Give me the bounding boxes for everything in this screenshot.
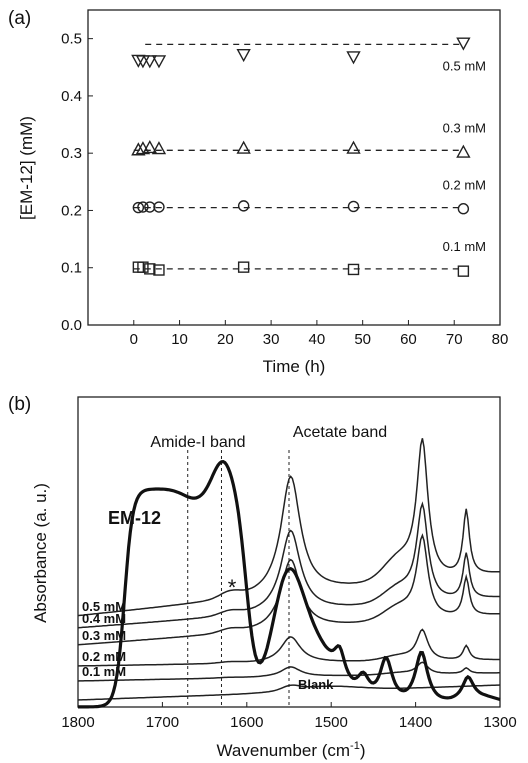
y-tick-label: 0.4 <box>61 88 82 105</box>
point-square <box>457 265 470 277</box>
x-tick-label: 30 <box>263 331 280 348</box>
x-tick-label: 1400 <box>399 714 432 731</box>
point-square <box>153 264 165 276</box>
panel-b-series-labels: 0.5 mM0.4 mM 0.3 mM 0.2 mM0.1 mM Blank EM-12 <box>82 508 334 692</box>
point-triangle-down <box>142 55 157 69</box>
panel-a-x-axis-label: Time (h) <box>263 357 326 376</box>
panel-b-frame <box>77 396 501 708</box>
panel-a-frame <box>87 9 501 326</box>
panel-a-reference-lines <box>133 43 464 270</box>
series-label: 0.1 mM <box>443 239 486 254</box>
series-label: 0.1 mM <box>82 664 126 679</box>
point-square <box>237 261 250 273</box>
x-tick-label: 1700 <box>146 714 179 731</box>
point-square <box>144 263 156 275</box>
y-tick-label: 0.5 <box>61 31 82 48</box>
panel-b-y-axis-label: Absorbance (a. u.) <box>31 483 50 623</box>
panel-b-x-axis-label: Wavenumber (cm-1) <box>217 740 366 760</box>
panel-a-y-axis-label: [EM-12] (mM) <box>17 116 36 220</box>
x-tick-label: 0 <box>130 331 138 348</box>
panel-b-label: (b) <box>8 394 31 415</box>
point-circle <box>457 203 470 215</box>
y-tick-label: 0.2 <box>61 202 82 219</box>
point-triangle-down <box>346 51 361 65</box>
point-triangle-up <box>346 140 361 154</box>
spectrum-curve <box>77 661 500 682</box>
panel-a-x-ticks: 0 10 20 30 40 50 60 70 80 <box>130 320 509 348</box>
spectrum-curve <box>78 628 500 667</box>
point-circle <box>144 201 156 213</box>
point-square <box>347 263 360 276</box>
point-triangle-down <box>131 54 146 68</box>
spectrum-curve-blank <box>77 684 501 701</box>
point-triangle-down <box>135 55 151 69</box>
x-tick-label: 1300 <box>483 714 516 731</box>
panel-a-label: (a) <box>8 8 31 29</box>
x-tick-label: 80 <box>492 331 509 348</box>
spectrum-curve <box>77 533 500 646</box>
x-tick-label: 1800 <box>61 714 94 731</box>
point-triangle-up <box>456 144 471 158</box>
point-triangle-down <box>236 48 251 63</box>
acetate-band-annotation: Acetate band <box>293 424 387 441</box>
x-tick-label: 40 <box>309 331 326 348</box>
point-triangle-up <box>236 140 251 154</box>
point-circle <box>153 201 165 213</box>
x-tick-label: 10 <box>171 331 188 348</box>
point-circle <box>237 200 250 212</box>
panel-a-y-ticks: 0.0 0.1 0.2 0.3 0.4 0.5 <box>61 31 93 334</box>
panel-b-curves <box>77 438 501 709</box>
x-label-sup: -1 <box>350 740 360 752</box>
series-label: 0.3 mM <box>82 628 126 643</box>
panel-b-reference-lines <box>187 450 290 707</box>
panel-a: (a) 0.0 0.1 0.2 0.3 0.4 0.5 0 10 20 30 40 50 60 70 80… <box>8 8 508 376</box>
series-label-blank: Blank <box>298 677 334 692</box>
series-label: 0.2 mM <box>443 178 486 193</box>
series-label: 0.3 mM <box>443 120 486 135</box>
x-tick-label: 50 <box>354 331 371 348</box>
amide-band-annotation: Amide-I band <box>150 434 245 451</box>
point-circle <box>137 201 149 213</box>
point-circle <box>347 200 360 213</box>
series-label: 0.2 mM <box>82 649 126 664</box>
series-label: 0.4 mM <box>82 611 126 626</box>
x-tick-label: 60 <box>400 331 417 348</box>
panel-b: (b) 1800 1700 1600 1500 1400 1300 0.5 mM0.4 m… <box>8 394 517 760</box>
x-tick-label: 1600 <box>230 714 263 731</box>
point-triangle-up <box>151 141 167 155</box>
y-tick-label: 0.0 <box>61 317 82 334</box>
x-label-main: Wavenumber (cm <box>217 741 351 760</box>
series-label-em12: EM-12 <box>108 508 161 528</box>
spectrum-curve <box>77 501 500 629</box>
y-tick-label: 0.3 <box>61 145 82 162</box>
point-triangle-up <box>131 142 146 156</box>
series-label: 0.5 mM <box>82 599 126 614</box>
point-triangle-down <box>456 37 471 51</box>
star-annotation: * <box>228 575 237 600</box>
spectrum-curve-em12 <box>78 459 501 709</box>
point-triangle-up <box>142 139 157 154</box>
point-circle <box>132 201 145 214</box>
point-square <box>137 261 149 273</box>
panel-a-points <box>131 37 471 277</box>
x-tick-label: 1500 <box>315 714 348 731</box>
panel-b-x-ticks: 1800 1700 1600 1500 1400 1300 <box>61 702 517 731</box>
series-label: 0.5 mM <box>443 58 486 73</box>
x-tick-label: 70 <box>446 331 463 348</box>
point-triangle-down <box>151 55 167 69</box>
x-tick-label: 20 <box>217 331 234 348</box>
panel-a-series-labels: 0.5 mM 0.3 mM 0.2 mM 0.1 mM <box>443 58 486 253</box>
y-tick-label: 0.1 <box>61 260 82 277</box>
spectrum-curve <box>77 438 500 617</box>
x-label-close: ) <box>360 741 366 760</box>
